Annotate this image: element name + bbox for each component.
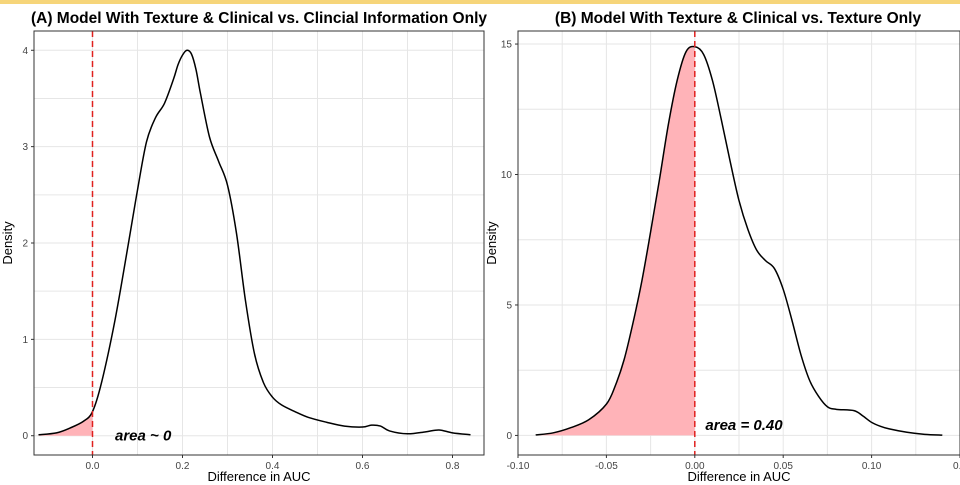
gridlines-a bbox=[34, 31, 484, 455]
x-tick-label: 0.1 bbox=[953, 461, 960, 472]
area-annotation-b: area = 0.40 bbox=[705, 417, 783, 434]
y-tick-label: 0 bbox=[22, 431, 28, 442]
y-tick-label: 5 bbox=[506, 300, 512, 311]
x-tick-label: 0.8 bbox=[446, 461, 460, 472]
density-curve-a bbox=[38, 49, 471, 436]
chart-title-b: (B) Model With Texture & Clinical vs. Te… bbox=[555, 10, 922, 27]
panel-border-b bbox=[517, 30, 960, 456]
density-curve-b bbox=[535, 45, 943, 436]
x-tick-label: 0.05 bbox=[773, 461, 793, 472]
y-ticks-a: 0 1 2 3 4 bbox=[22, 46, 34, 442]
y-axis-label-a: Density bbox=[0, 221, 15, 265]
shaded-area-b bbox=[535, 46, 695, 436]
x-tick-label: 0.2 bbox=[176, 461, 190, 472]
y-ticks-b: 0 5 10 15 bbox=[501, 40, 518, 442]
y-tick-label: 10 bbox=[501, 170, 513, 181]
x-tick-label: 0.6 bbox=[356, 461, 370, 472]
y-tick-label: 2 bbox=[22, 239, 28, 250]
x-axis-label-a: Difference in AUC bbox=[207, 469, 310, 484]
x-tick-label: 0.10 bbox=[862, 461, 882, 472]
y-tick-label: 1 bbox=[22, 335, 28, 346]
area-annotation-a: area ~ 0 bbox=[115, 428, 172, 445]
x-ticks-a: 0.0 0.2 0.4 0.6 0.8 bbox=[86, 455, 460, 472]
x-tick-label: 0.00 bbox=[685, 461, 705, 472]
x-tick-label: -0.10 bbox=[507, 461, 530, 472]
y-tick-label: 3 bbox=[22, 142, 28, 153]
x-tick-label: 0.4 bbox=[266, 461, 280, 472]
y-tick-label: 4 bbox=[22, 46, 28, 57]
y-tick-label: 15 bbox=[501, 40, 513, 51]
chart-title-a: (A) Model With Texture & Clinical vs. Cl… bbox=[31, 10, 487, 27]
top-accent-bar bbox=[0, 0, 960, 4]
gridlines-b bbox=[518, 31, 960, 455]
x-axis-label-b: Difference in AUC bbox=[687, 469, 790, 484]
x-tick-label: -0.05 bbox=[595, 461, 618, 472]
x-ticks-b: -0.10 -0.05 0.00 0.05 0.10 0.1 bbox=[507, 455, 960, 472]
y-tick-label: 0 bbox=[506, 431, 512, 442]
y-axis-label-b: Density bbox=[484, 221, 499, 265]
panel-a: (A) Model With Texture & Clinical vs. Cl… bbox=[0, 10, 487, 484]
shaded-area-a bbox=[38, 411, 93, 436]
panel-b: (B) Model With Texture & Clinical vs. Te… bbox=[484, 10, 960, 484]
x-tick-label: 0.0 bbox=[86, 461, 100, 472]
